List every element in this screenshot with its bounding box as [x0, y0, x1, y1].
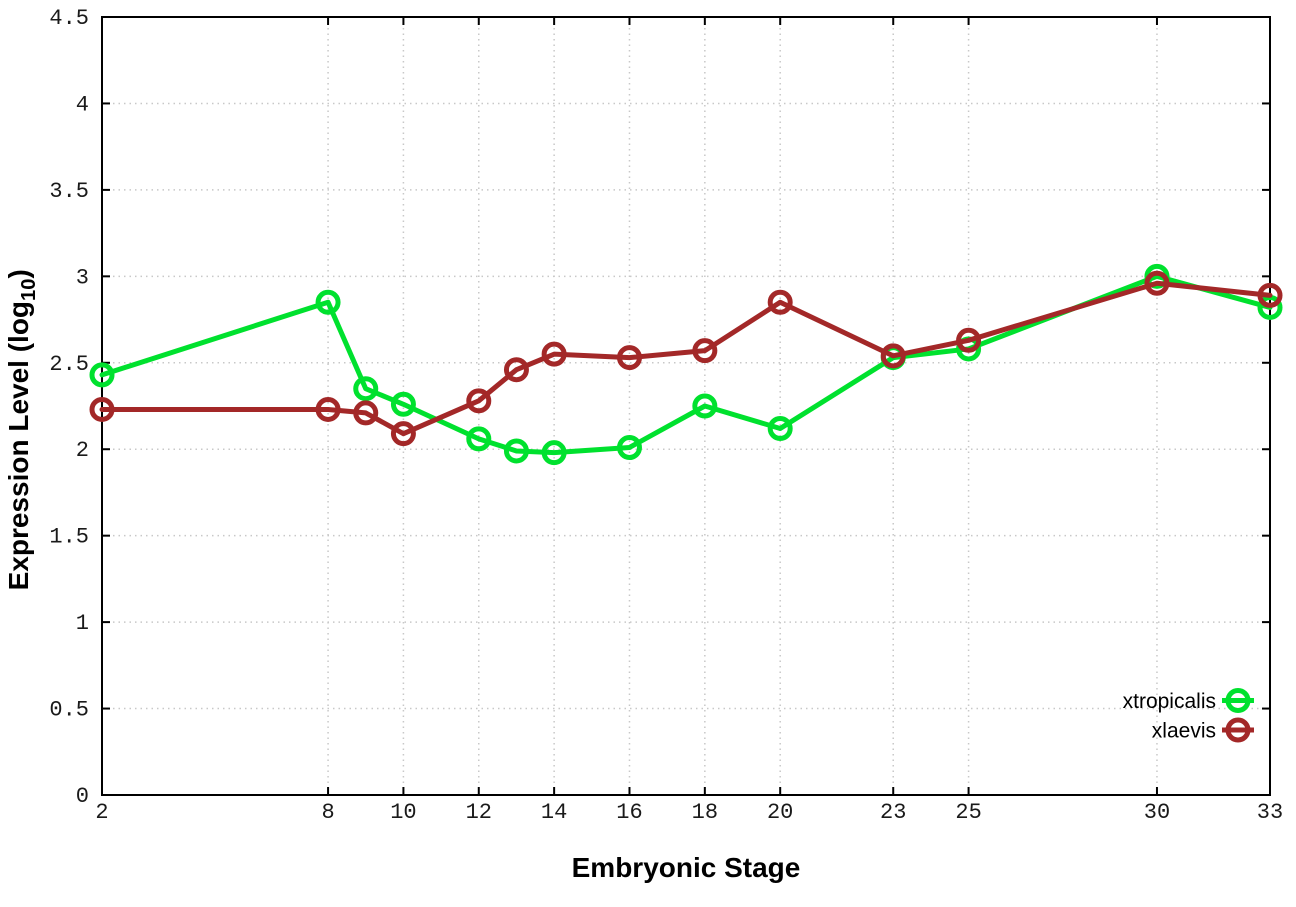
series-line-xtropicalis	[99, 273, 1273, 456]
series-line-xlaevis	[99, 280, 1273, 437]
point-xlaevis-25	[956, 327, 982, 353]
point-xtropicalis-14	[541, 440, 567, 466]
point-xtropicalis-20	[767, 415, 793, 441]
y-tick-label-2.5: 2.5	[49, 352, 89, 377]
x-tick-label-30: 30	[1144, 800, 1170, 825]
point-xlaevis-33	[1257, 282, 1283, 308]
point-xtropicalis-12	[466, 426, 492, 452]
y-axis-title: Expression Level (log10)	[2, 180, 46, 680]
legend-label-xtropicalis: xtropicalis	[1123, 690, 1216, 713]
legend-label-xlaevis: xlaevis	[1152, 720, 1216, 743]
point-xlaevis-10	[390, 421, 416, 447]
plot-border	[101, 16, 1271, 796]
y-tick-label-0.5: 0.5	[49, 698, 89, 723]
x-tick-label-10: 10	[390, 800, 416, 825]
x-tick-label-16: 16	[616, 800, 642, 825]
point-xlaevis-9	[353, 400, 379, 426]
point-xtropicalis-8	[315, 289, 341, 315]
x-tick-label-33: 33	[1257, 800, 1283, 825]
point-xlaevis-30	[1144, 270, 1170, 296]
y-tick-label-3: 3	[76, 265, 89, 290]
y-tick-label-4: 4	[76, 92, 89, 117]
point-xlaevis-23	[880, 343, 906, 369]
x-tick-label-18: 18	[692, 800, 718, 825]
point-xtropicalis-16	[616, 434, 642, 460]
point-xlaevis-2	[89, 396, 115, 422]
legend-marker-xlaevis	[1225, 717, 1251, 743]
point-xlaevis-12	[466, 388, 492, 414]
x-tick-label-20: 20	[767, 800, 793, 825]
x-tick-label-2: 2	[95, 800, 108, 825]
y-axis-title-text: Expression Level (log	[3, 300, 35, 591]
x-tick-label-8: 8	[321, 800, 334, 825]
y-tick-label-1.5: 1.5	[49, 525, 89, 550]
point-xtropicalis-2	[89, 362, 115, 388]
y-tick-label-4.5: 4.5	[49, 6, 89, 31]
y-tick-label-0: 0	[76, 784, 89, 809]
y-tick-label-1: 1	[76, 611, 89, 636]
point-xtropicalis-13	[503, 438, 529, 464]
point-xlaevis-13	[503, 357, 529, 383]
legend-marker-xtropicalis	[1225, 688, 1251, 713]
y-axis-title-subscript: 10	[17, 278, 40, 301]
point-xlaevis-20	[767, 289, 793, 315]
x-tick-label-23: 23	[880, 800, 906, 825]
x-axis-title: Embryonic Stage	[571, 852, 801, 883]
point-xtropicalis-9	[353, 376, 379, 402]
x-tick-label-14: 14	[541, 800, 567, 825]
y-tick-label-2: 2	[76, 438, 89, 463]
point-xlaevis-16	[616, 345, 642, 371]
x-tick-label-12: 12	[466, 800, 492, 825]
point-xtropicalis-10	[390, 391, 416, 417]
point-xlaevis-18	[692, 338, 718, 364]
point-xtropicalis-18	[692, 393, 718, 419]
point-xlaevis-14	[541, 341, 567, 367]
point-xlaevis-8	[315, 396, 341, 422]
x-tick-label-25: 25	[955, 800, 981, 825]
y-tick-label-3.5: 3.5	[49, 179, 89, 204]
y-axis-title-suffix: )	[3, 269, 35, 279]
